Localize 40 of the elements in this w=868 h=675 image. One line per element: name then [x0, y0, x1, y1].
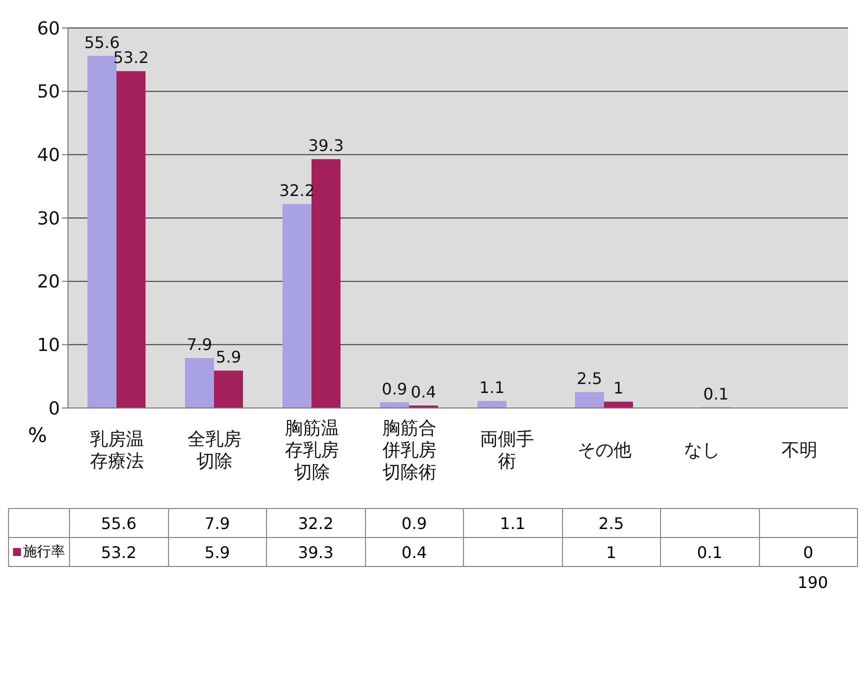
text: 2.5: [576, 369, 602, 388]
y-tick-label: 10: [37, 335, 60, 356]
y-tick-label: 50: [37, 82, 60, 103]
text: 0.4: [410, 382, 436, 402]
x-tick-label: 不明: [781, 440, 818, 461]
y-axis-title: %: [28, 423, 48, 447]
data-label: 1: [562, 538, 660, 566]
y-tick-label: 30: [37, 208, 60, 230]
x-tick-label: なし: [684, 440, 720, 461]
data-label: 1.1: [464, 508, 562, 538]
text: 5.9: [216, 348, 242, 367]
text: 190: [796, 573, 828, 592]
x-tick-label: 両側手術: [480, 429, 534, 472]
text: 0.9: [382, 379, 408, 398]
text: 39.3: [308, 136, 344, 156]
text: 0.1: [703, 384, 729, 404]
data-label: 5.9: [168, 538, 266, 566]
text: 1.1: [479, 378, 505, 398]
text: 1: [613, 378, 624, 398]
data-label: 32.2: [266, 508, 365, 538]
x-tick-label: 乳房温存療法: [90, 429, 144, 472]
x-tick-label: 胸筋合併乳房切除術: [381, 418, 436, 483]
data-label: 53.2: [70, 538, 168, 566]
data-label: 0.9: [365, 508, 464, 538]
data-label: 0: [759, 538, 858, 566]
data-label: 2.5: [562, 508, 660, 538]
y-tick-label: 60: [37, 18, 60, 40]
data-label: 0.1: [660, 538, 759, 566]
table-label-cell: 施行率: [8, 538, 70, 566]
y-tick-label: 20: [37, 272, 60, 293]
data-label: 39.3: [266, 538, 365, 566]
x-tick-label: 胸筋温存乳房切除: [284, 418, 339, 483]
y-tick-label: 40: [37, 145, 60, 166]
data-label: 0.4: [365, 538, 464, 566]
data-label: 7.9: [168, 508, 266, 538]
x-tick-label: その他: [577, 440, 632, 461]
y-tick-label: 0: [48, 398, 60, 420]
legend-label: 施行率: [22, 544, 65, 560]
data-label: 55.6: [70, 508, 168, 538]
x-tick-label: 全乳房切除: [187, 429, 242, 472]
